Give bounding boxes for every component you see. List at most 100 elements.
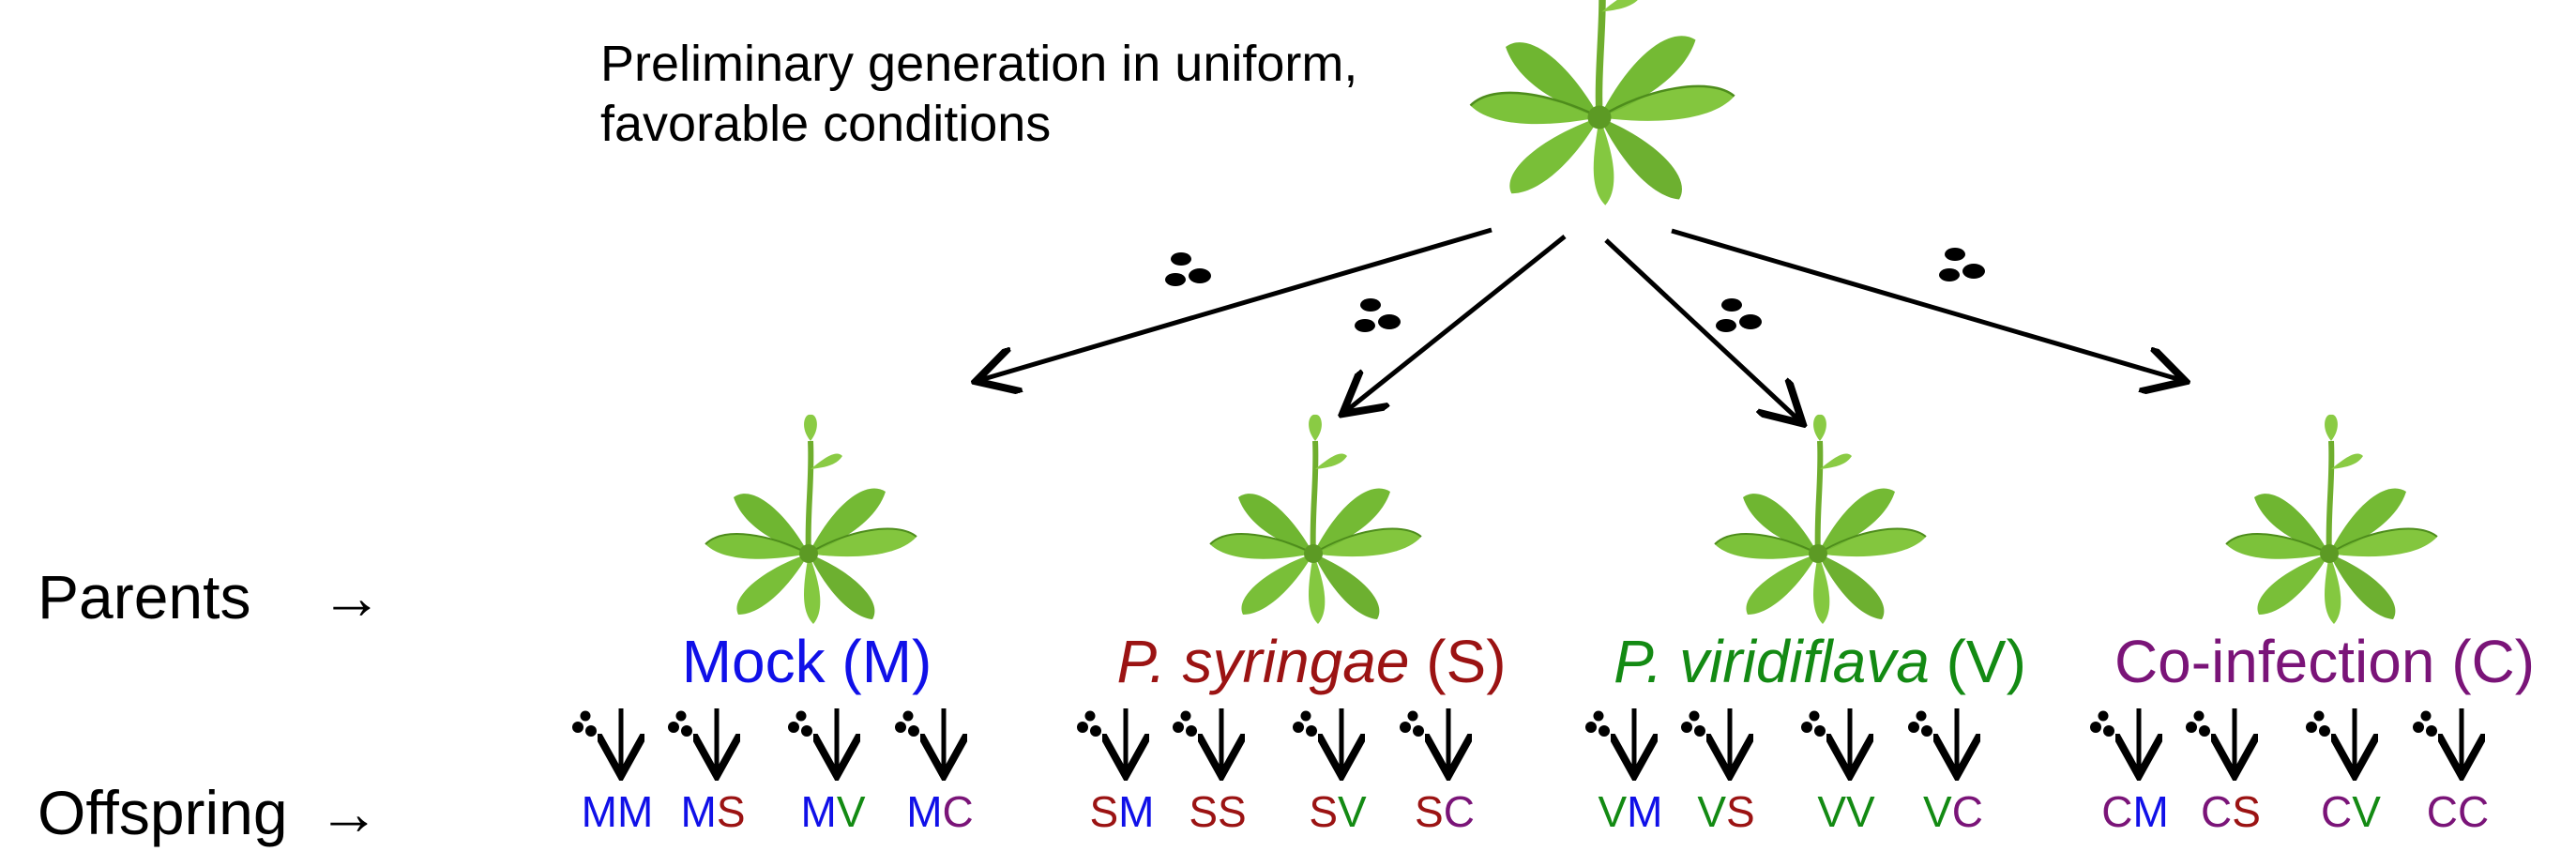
offspring-label: MM [561, 786, 674, 837]
group-name: (V) [1929, 628, 2026, 695]
parent-plant-syringae [1210, 415, 1421, 624]
seeds-icon [1716, 298, 1762, 332]
offspring-parent-code: V [1598, 787, 1628, 836]
offspring-label: MV [777, 786, 889, 837]
seeds-icon [1939, 248, 1985, 281]
seeds-icon [2306, 710, 2330, 737]
offspring-parent-code: M [906, 787, 943, 836]
offspring-label: CC [2402, 786, 2514, 837]
offspring-parent-code: C [2101, 787, 2133, 836]
seeds-icon [668, 710, 692, 737]
seeds-icon [1165, 252, 1211, 286]
seeds-icon [2090, 710, 2114, 737]
seeds-icon [1681, 710, 1705, 737]
offspring-treatment-code: V [2352, 787, 2381, 836]
offspring-label: SS [1161, 786, 1274, 837]
seeds-icon [895, 710, 919, 737]
offspring-label: SC [1388, 786, 1501, 837]
offspring-parent-code: V [1923, 787, 1952, 836]
offspring-treatment-code: M [617, 787, 654, 836]
parent-plant-viridiflava [1715, 415, 1926, 624]
offspring-treatment-code: V [836, 787, 866, 836]
seeds-icon [1077, 710, 1101, 737]
offspring-treatment-code: M [2132, 787, 2169, 836]
offspring-parent-code: M [800, 787, 837, 836]
offspring-parent-code: S [1189, 787, 1218, 836]
offspring-label: SV [1281, 786, 1394, 837]
offspring-label: VS [1670, 786, 1782, 837]
group-species-name: P. syringae [1116, 628, 1410, 695]
branch-arrow-coinfection [1671, 228, 2181, 380]
offspring-treatment-code: S [716, 787, 746, 836]
offspring-label: VM [1574, 786, 1687, 837]
parent-plant-top [1471, 0, 1735, 205]
offspring-treatment-code: M [1627, 787, 1663, 836]
offspring-label: Offspring [38, 778, 288, 847]
group-name: Co-infection (C) [2114, 628, 2536, 695]
offspring-parent-code: S [1089, 787, 1119, 836]
offspring-label: CM [2079, 786, 2191, 837]
branch-arrow-mock [980, 227, 1493, 380]
parents-arrow-icon: → [320, 562, 383, 631]
offspring-label: SM [1066, 786, 1178, 837]
offspring-row-label: Offspring → [38, 777, 380, 848]
offspring-treatment-code: C [942, 787, 974, 836]
offspring-parent-code: V [1817, 787, 1846, 836]
offspring-arrow-icon: → [317, 778, 380, 847]
seeds-icon [1585, 710, 1610, 737]
intro-line-1: Preliminary generation in uniform, [600, 36, 1358, 92]
seeds-icon [1355, 298, 1401, 332]
intro-line-2: favorable conditions [600, 96, 1052, 152]
seeds-icon [788, 710, 812, 737]
offspring-treatment-code: S [2232, 787, 2261, 836]
offspring-treatment-code: C [1443, 787, 1475, 836]
seeds-icon [1400, 710, 1424, 737]
offspring-treatment-code: S [1726, 787, 1755, 836]
parent-plant-mock [705, 415, 917, 624]
offspring-parent-code: V [1697, 787, 1726, 836]
offspring-parent-code: C [2426, 787, 2458, 836]
seeds-icon [1293, 710, 1317, 737]
seeds-icon [1173, 710, 1197, 737]
parents-row-label: Parents → [38, 561, 383, 632]
seeds-icon [1908, 710, 1932, 737]
group-name: (S) [1409, 628, 1507, 695]
parents-label: Parents [38, 562, 251, 631]
offspring-label: VV [1790, 786, 1902, 837]
group-title-M: Mock (M) [544, 627, 1069, 696]
offspring-label: MC [884, 786, 996, 837]
branch-arrow-viridiflava [1604, 238, 1799, 420]
group-title-S: P. syringae (S) [1049, 627, 1574, 696]
group-name: Mock (M) [681, 628, 932, 695]
offspring-treatment-code: S [1218, 787, 1247, 836]
offspring-arrows [572, 708, 2462, 771]
offspring-parent-code: S [1309, 787, 1338, 836]
intro-text: Preliminary generation in uniform, favor… [600, 34, 1357, 154]
parent-plant-coinfection [2226, 415, 2437, 624]
seeds-icon [2413, 710, 2437, 737]
seeds-icon [572, 710, 597, 737]
offspring-parent-code: M [581, 787, 617, 836]
offspring-label: VC [1897, 786, 2009, 837]
group-title-C: Co-infection (C) [2062, 627, 2576, 696]
offspring-treatment-code: M [1118, 787, 1155, 836]
seeds-icon [2186, 710, 2210, 737]
group-title-V: P. viridiflava (V) [1557, 627, 2083, 696]
offspring-parent-code: C [2321, 787, 2353, 836]
group-species-name: P. viridiflava [1614, 628, 1930, 695]
offspring-label: MS [657, 786, 769, 837]
branch-arrow-syringae [1346, 235, 1567, 411]
offspring-parent-code: M [680, 787, 717, 836]
offspring-label: CV [2295, 786, 2407, 837]
offspring-parent-code: S [1415, 787, 1444, 836]
offspring-parent-code: C [2201, 787, 2233, 836]
offspring-treatment-code: C [2458, 787, 2490, 836]
seeds-icon [1801, 710, 1826, 737]
offspring-treatment-code: V [1338, 787, 1367, 836]
offspring-treatment-code: C [1951, 787, 1983, 836]
offspring-label: CS [2174, 786, 2287, 837]
offspring-treatment-code: V [1846, 787, 1875, 836]
branch-arrows [980, 227, 2181, 420]
